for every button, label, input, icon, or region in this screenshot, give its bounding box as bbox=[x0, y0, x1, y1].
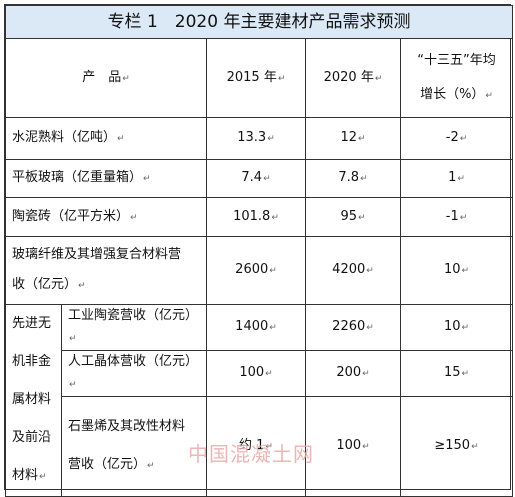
row-growth: 1↵ bbox=[399, 159, 514, 198]
row-name: 玻璃纤维及其增强复合材料营 收（亿元）↵ bbox=[5, 236, 207, 305]
table-title: 专栏 1 2020 年主要建材产品需求预测 bbox=[4, 5, 514, 39]
table-row: 陶瓷砖（亿平方米）↵ 101.8↵ 95↵ -1↵ bbox=[5, 197, 514, 237]
row-name: 平板玻璃（亿重量箱）↵ bbox=[5, 159, 207, 198]
row-2020: 12↵ bbox=[305, 117, 401, 160]
table-row: 玻璃纤维及其增强复合材料营 收（亿元）↵ 2600↵ 4200↵ 10↵ bbox=[5, 236, 514, 305]
row-2015: 13.3↵ bbox=[206, 117, 306, 160]
header-product: 产 品↵ bbox=[5, 38, 207, 118]
row-name: 石墨烯及其改性材料 营收（亿元）↵ bbox=[61, 396, 207, 497]
header-growth-line1: “十三五”年均 bbox=[417, 52, 496, 68]
demand-forecast-table: 专栏 1 2020 年主要建材产品需求预测 产 品↵ 2015 年↵ 2020 … bbox=[4, 5, 514, 497]
demand-table-container: 专栏 1 2020 年主要建材产品需求预测 产 品↵ 2015 年↵ 2020 … bbox=[4, 4, 514, 497]
row-2015: 101.8↵ bbox=[206, 197, 306, 237]
row-growth: 15↵ bbox=[399, 350, 514, 397]
row-2015: 约 1↵ bbox=[206, 396, 306, 497]
table-row: 水泥熟料（亿吨）↵ 13.3↵ 12↵ -2↵ bbox=[5, 117, 514, 160]
row-name: 工业陶瓷营收（亿元）↵ bbox=[61, 304, 207, 351]
row-2020: 100↵ bbox=[305, 396, 401, 497]
row-2020: 7.8↵ bbox=[305, 159, 401, 198]
row-2020: 2260↵ bbox=[305, 304, 401, 351]
header-2015: 2015 年↵ bbox=[206, 38, 306, 118]
table-row: 先进无 机非金 属材料 及前沿 材料↵ 工业陶瓷营收（亿元）↵ 1400↵ 22… bbox=[5, 304, 514, 497]
row-name: 陶瓷砖（亿平方米）↵ bbox=[5, 197, 207, 237]
row-2020: 200↵ bbox=[305, 350, 401, 397]
table-row: 人工晶体营收（亿元）↵ 100↵ 200↵ 15↵ bbox=[6, 350, 514, 397]
row-growth: 10↵ bbox=[399, 236, 514, 305]
row-2015: 7.4↵ bbox=[206, 159, 306, 198]
row-name: 人工晶体营收（亿元）↵ bbox=[61, 350, 207, 397]
row-2015: 1400↵ bbox=[206, 304, 306, 351]
header-2020: 2020 年↵ bbox=[305, 38, 401, 118]
row-growth: 10↵ bbox=[399, 304, 514, 351]
table-row: 平板玻璃（亿重量箱）↵ 7.4↵ 7.8↵ 1↵ bbox=[5, 159, 514, 198]
row-2015: 100↵ bbox=[206, 350, 306, 397]
header-growth: “十三五”年均 增长（%）↵ bbox=[399, 38, 514, 118]
header-row: 产 品↵ 2015 年↵ 2020 年↵ “十三五”年均 增长（%）↵ bbox=[5, 38, 514, 118]
header-growth-line2: 增长（%） bbox=[420, 86, 485, 102]
row-2020: 4200↵ bbox=[305, 236, 401, 305]
row-name: 水泥熟料（亿吨）↵ bbox=[5, 117, 207, 160]
row-2015: 2600↵ bbox=[206, 236, 306, 305]
table-row: 石墨烯及其改性材料 营收（亿元）↵ 约 1↵ 100↵ ≥150↵ bbox=[6, 396, 514, 497]
group-label: 先进无 机非金 属材料 及前沿 材料↵ bbox=[5, 304, 62, 497]
table-title-row: 专栏 1 2020 年主要建材产品需求预测 bbox=[4, 5, 514, 39]
row-2020: 95↵ bbox=[305, 197, 401, 237]
row-growth: -1↵ bbox=[399, 197, 514, 237]
watermark: 中国混凝土网 bbox=[188, 442, 314, 466]
row-growth: ≥150↵ bbox=[399, 396, 514, 497]
row-growth: -2↵ bbox=[399, 117, 514, 160]
